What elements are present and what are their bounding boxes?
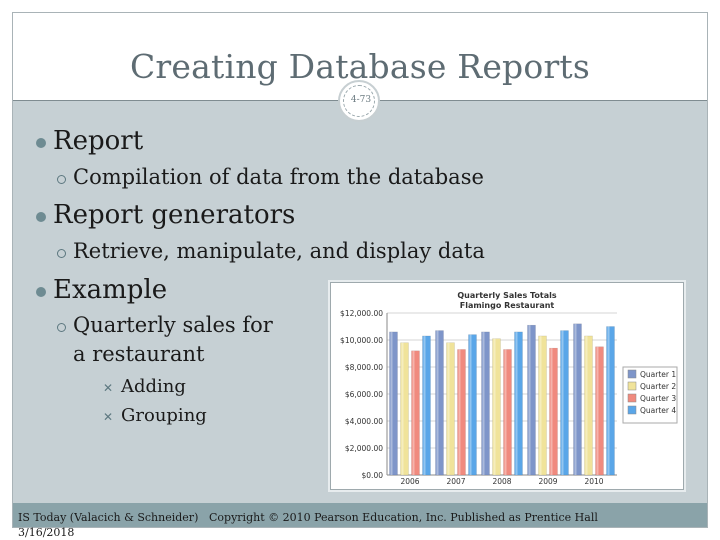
bullet-report: Report xyxy=(53,126,144,156)
item-grouping: Grouping xyxy=(121,405,207,426)
sub-bullet-compilation: Compilation of data from the database xyxy=(73,165,484,189)
bar-highlight xyxy=(482,331,485,475)
x-tick-label: 2006 xyxy=(400,477,419,486)
bar xyxy=(492,338,501,476)
bar-highlight xyxy=(447,342,450,475)
legend-label: Quarter 4 xyxy=(640,406,676,415)
y-tick-label: $0.00 xyxy=(362,471,384,480)
bar xyxy=(549,347,558,476)
legend-swatch xyxy=(627,393,637,403)
sub-bullet-quarterly-line2: a restaurant xyxy=(73,342,205,366)
bar xyxy=(411,350,420,476)
footer-date: 3/16/2018 xyxy=(18,526,75,539)
bar xyxy=(503,349,512,476)
y-tick-label: $12,000.00 xyxy=(340,309,383,318)
bullet-report-generators: Report generators xyxy=(53,200,296,230)
bar xyxy=(400,342,409,476)
y-tick-label: $10,000.00 xyxy=(340,336,383,345)
bar-highlight xyxy=(574,323,577,475)
y-tick-label: $6,000.00 xyxy=(345,390,383,399)
bullet-dot xyxy=(36,287,46,297)
chart-title: Quarterly Sales Totals xyxy=(457,291,557,300)
bar xyxy=(584,335,593,476)
bar-highlight xyxy=(423,335,426,475)
sub-bullet-ring xyxy=(57,175,66,184)
bar xyxy=(538,335,547,476)
sub-bullet-ring xyxy=(57,323,66,332)
bullet-dot xyxy=(36,212,46,222)
legend-label: Quarter 2 xyxy=(640,382,676,391)
x-tick-label: 2007 xyxy=(446,477,465,486)
bar-highlight xyxy=(469,334,472,475)
legend-swatch xyxy=(627,369,637,379)
bar-highlight xyxy=(412,350,415,475)
bar-highlight xyxy=(561,330,564,475)
y-tick-label: $2,000.00 xyxy=(345,444,383,453)
item-adding: Adding xyxy=(121,376,186,397)
x-bullet-icon: ✕ xyxy=(103,381,114,395)
slide-title: Creating Database Reports xyxy=(129,47,591,86)
bar xyxy=(514,331,523,476)
slide-frame xyxy=(12,12,708,528)
legend-label: Quarter 1 xyxy=(640,370,676,379)
bar-highlight xyxy=(436,330,439,475)
bar xyxy=(422,335,431,476)
bar-highlight xyxy=(596,346,599,475)
bar-highlight xyxy=(528,325,531,475)
bar xyxy=(560,330,569,476)
bar xyxy=(389,331,398,476)
x-tick-label: 2009 xyxy=(538,477,557,486)
bar xyxy=(457,349,466,476)
bar-highlight xyxy=(607,326,610,475)
bar xyxy=(481,331,490,476)
x-tick-label: 2010 xyxy=(584,477,603,486)
bar xyxy=(446,342,455,476)
page-number: 4-73 xyxy=(350,95,372,105)
sales-chart: Quarterly Sales Totals Flamingo Restaura… xyxy=(330,282,684,490)
chart-subtitle: Flamingo Restaurant xyxy=(459,301,555,310)
sub-bullet-retrieve: Retrieve, manipulate, and display data xyxy=(73,239,485,263)
bar-highlight xyxy=(401,342,404,475)
bar-highlight xyxy=(504,349,507,475)
bar-highlight xyxy=(458,349,461,475)
legend-label: Quarter 3 xyxy=(640,394,676,403)
bar-highlight xyxy=(539,335,542,475)
bar-highlight xyxy=(585,335,588,475)
bar xyxy=(435,330,444,476)
bar xyxy=(468,334,477,476)
bar xyxy=(595,346,604,476)
bar-highlight xyxy=(390,331,393,475)
bar xyxy=(527,324,536,476)
y-tick-label: $8,000.00 xyxy=(345,363,383,372)
legend-swatch xyxy=(627,405,637,415)
page-number-badge: 4-73 xyxy=(338,80,380,122)
footer-source: IS Today (Valacich & Schneider) xyxy=(18,511,199,524)
bullet-dot xyxy=(36,138,46,148)
bar-highlight xyxy=(515,331,518,475)
y-tick-label: $4,000.00 xyxy=(345,417,383,426)
footer-copyright: Copyright © 2010 Pearson Education, Inc.… xyxy=(209,511,598,524)
bullet-example: Example xyxy=(53,275,168,305)
chart-plot: $0.00 $2,000.00 $4,000.00 $6,000.00 $8,000.0… xyxy=(340,309,678,486)
footer-bar xyxy=(13,503,707,527)
x-tick-label: 2008 xyxy=(492,477,511,486)
sub-bullet-quarterly-line1: Quarterly sales for xyxy=(73,313,273,337)
bar-highlight xyxy=(493,338,496,475)
bar xyxy=(573,323,582,476)
bar-highlight xyxy=(550,348,553,475)
badge-ring xyxy=(343,85,375,117)
sub-bullet-ring xyxy=(57,249,66,258)
bar xyxy=(606,326,615,476)
x-bullet-icon: ✕ xyxy=(103,410,114,424)
legend-swatch xyxy=(627,381,637,391)
